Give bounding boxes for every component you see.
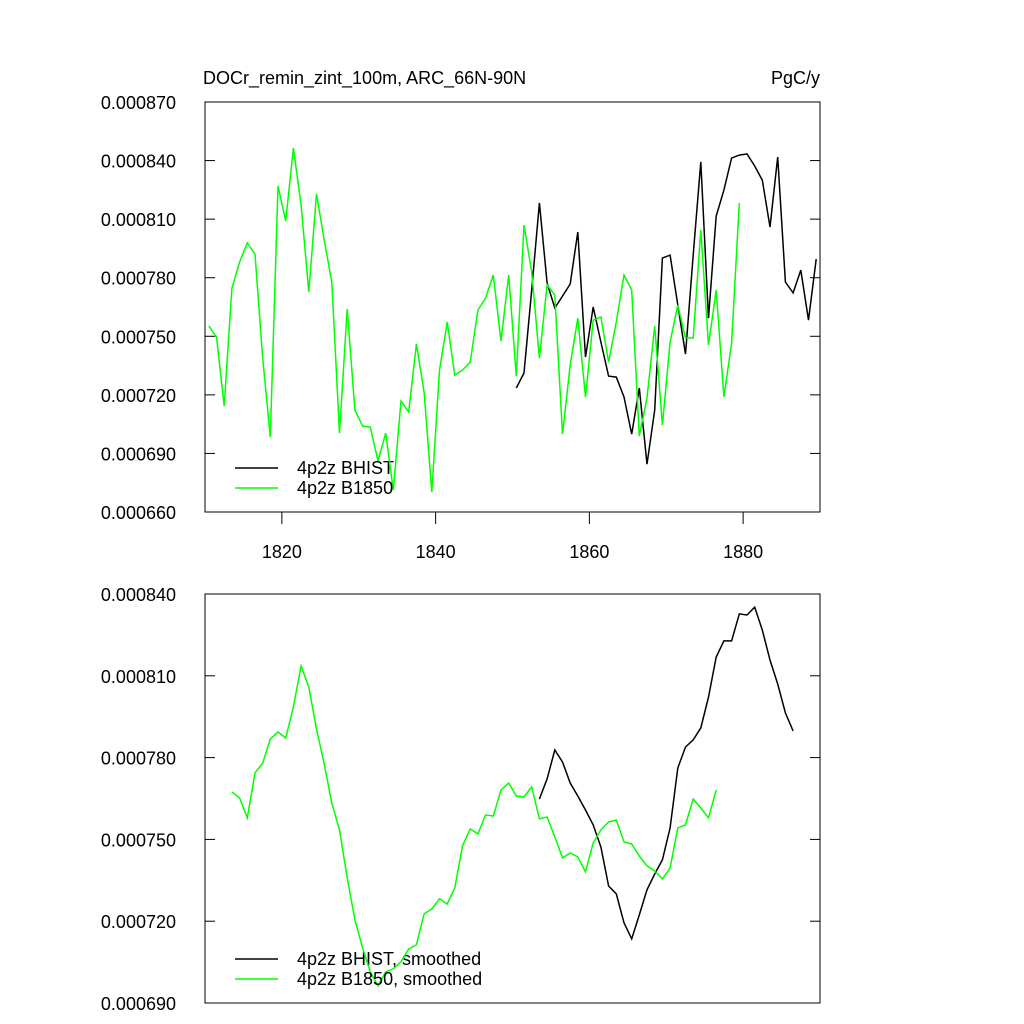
units-label: PgC/y xyxy=(771,68,820,88)
x-tick-label: 1880 xyxy=(723,542,763,562)
legend-label: 4p2z B1850, smoothed xyxy=(297,969,482,989)
y-tick-label: 0.000780 xyxy=(101,749,176,769)
y-tick-label: 0.000720 xyxy=(101,386,176,406)
y-tick-label: 0.000690 xyxy=(101,994,176,1014)
series-line xyxy=(538,605,794,941)
legend-label: 4p2z B1850 xyxy=(297,478,393,498)
x-tick-label: 1820 xyxy=(262,542,302,562)
series-line xyxy=(208,147,741,493)
y-tick-label: 0.000720 xyxy=(101,912,176,932)
y-tick-label: 0.000810 xyxy=(101,667,176,687)
y-tick-label: 0.000690 xyxy=(101,444,176,464)
y-tick-label: 0.000840 xyxy=(101,152,176,172)
y-tick-label: 0.000780 xyxy=(101,269,176,289)
series-line xyxy=(515,153,817,465)
legend-label: 4p2z BHIST, smoothed xyxy=(297,949,481,969)
y-tick-label: 0.000750 xyxy=(101,830,176,850)
y-tick-label: 0.000750 xyxy=(101,327,176,347)
legend-label: 4p2z BHIST xyxy=(297,458,394,478)
series-line xyxy=(231,663,717,988)
plot-frame xyxy=(204,593,821,1004)
y-tick-label: 0.000660 xyxy=(101,503,176,523)
x-tick-label: 1860 xyxy=(569,542,609,562)
y-tick-label: 0.000810 xyxy=(101,210,176,230)
chart-title: DOCr_remin_zint_100m, ARC_66N-90N xyxy=(203,68,526,89)
x-tick-label: 1840 xyxy=(416,542,456,562)
plot-frame xyxy=(204,101,821,513)
y-tick-label: 0.000870 xyxy=(101,93,176,113)
y-tick-label: 0.000840 xyxy=(101,585,176,605)
